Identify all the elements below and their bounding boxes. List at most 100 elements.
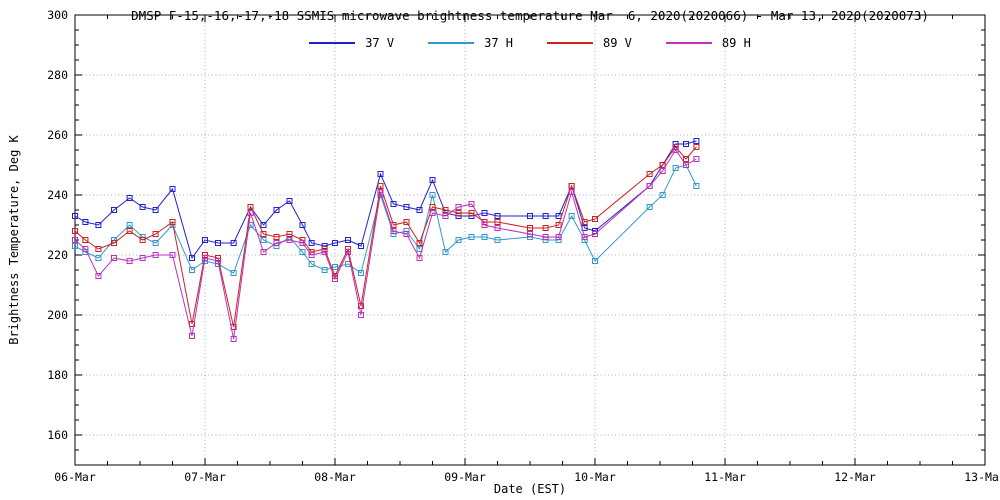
marker-89h (646, 183, 653, 189)
marker-89v (286, 231, 293, 237)
marker-89h (672, 147, 679, 153)
marker-89h (455, 204, 462, 210)
marker-37h (152, 240, 159, 246)
marker-89h (345, 249, 351, 255)
legend-item-37h: 37 H (428, 36, 513, 50)
legend-swatch-37v (309, 42, 356, 44)
marker-89v (126, 228, 133, 234)
x-axis-label: Date (EST) (493, 482, 567, 496)
marker-89v (72, 228, 78, 234)
marker-89v (260, 231, 267, 237)
x-tick-label: 08-Mar (314, 470, 356, 484)
legend-item-89v: 89 V (547, 36, 632, 50)
marker-89h (494, 225, 501, 231)
marker-37v (358, 243, 364, 249)
marker-89v (683, 156, 689, 162)
legend: 37 V 37 H 89 V 89 H (60, 36, 1000, 50)
marker-37v (308, 240, 315, 246)
marker-89h (273, 240, 280, 246)
marker-37v (693, 138, 700, 144)
marker-37h (659, 192, 666, 198)
y-axis-label: Brightness Temperature, Deg K (7, 135, 21, 345)
series-line-89v (74, 146, 697, 328)
marker-89h (230, 336, 237, 342)
marker-37v (527, 213, 533, 219)
marker-89h (468, 201, 475, 207)
marker-89v (403, 219, 410, 225)
marker-37h (481, 234, 488, 240)
marker-37v (169, 186, 176, 192)
marker-89h (299, 240, 306, 246)
marker-89h (416, 255, 423, 261)
y-tick-label: 200 (47, 308, 68, 322)
legend-swatch-89h (665, 42, 712, 44)
marker-89v (659, 162, 666, 168)
marker-89h (111, 255, 117, 261)
marker-89v (592, 216, 598, 222)
marker-89h (390, 228, 397, 234)
x-tick-label: 10-Mar (574, 470, 616, 484)
y-tick-label: 180 (47, 368, 68, 382)
marker-37h (429, 192, 436, 198)
marker-89v (247, 204, 254, 210)
marker-37h (568, 213, 575, 219)
x-tick-label: 09-Mar (444, 470, 486, 484)
marker-89h (72, 237, 78, 243)
marker-37v (390, 201, 397, 207)
marker-89v (555, 222, 562, 228)
marker-37v (345, 237, 351, 243)
marker-89v (152, 231, 159, 237)
marker-89v (139, 237, 146, 243)
marker-37h (693, 183, 700, 189)
marker-37h (592, 258, 598, 264)
marker-37v (429, 177, 436, 183)
y-tick-label: 260 (47, 128, 68, 142)
marker-89h (555, 234, 562, 240)
marker-37v (299, 222, 306, 228)
marker-37h (95, 255, 102, 261)
marker-89v (82, 237, 89, 243)
series-line-89h (74, 149, 697, 340)
legend-label: 37 V (365, 36, 395, 50)
marker-89v (429, 204, 436, 210)
marker-89h (542, 234, 549, 240)
x-tick-label: 12-Mar (834, 470, 876, 484)
marker-37v (139, 204, 146, 210)
legend-item-89h: 89 H (665, 36, 751, 50)
marker-89h (358, 312, 364, 318)
x-tick-label: 07-Mar (184, 470, 226, 484)
marker-37v (683, 141, 689, 147)
marker-89h (215, 258, 221, 264)
marker-37v (72, 213, 78, 219)
marker-37h (230, 270, 237, 276)
marker-89h (683, 162, 689, 168)
marker-89h (581, 234, 588, 240)
marker-89v (527, 225, 533, 231)
marker-37v (494, 213, 501, 219)
marker-89v (377, 183, 384, 189)
marker-89h (260, 249, 267, 255)
y-tick-label: 240 (47, 188, 68, 202)
marker-37h (260, 237, 267, 243)
marker-37h (646, 204, 653, 210)
marker-89h (139, 255, 146, 261)
marker-37h (308, 261, 315, 267)
marker-89h (377, 189, 384, 195)
marker-89v (494, 219, 501, 225)
marker-89v (568, 183, 575, 189)
marker-37v (542, 213, 549, 219)
marker-37v (481, 210, 488, 216)
marker-89v (581, 219, 588, 225)
marker-89h (332, 276, 338, 282)
legend-swatch-37h (428, 42, 475, 44)
marker-89h (247, 210, 254, 216)
series-line-37v (74, 140, 697, 260)
legend-item-37v: 37 V (309, 36, 394, 50)
marker-37v (152, 207, 159, 213)
chart-title: DMSP F-15,-16,-17,-18 SSMIS microwave br… (131, 8, 929, 23)
marker-37v (286, 198, 293, 204)
marker-89h (429, 210, 436, 216)
marker-89v (273, 234, 280, 240)
marker-89v (111, 240, 117, 246)
